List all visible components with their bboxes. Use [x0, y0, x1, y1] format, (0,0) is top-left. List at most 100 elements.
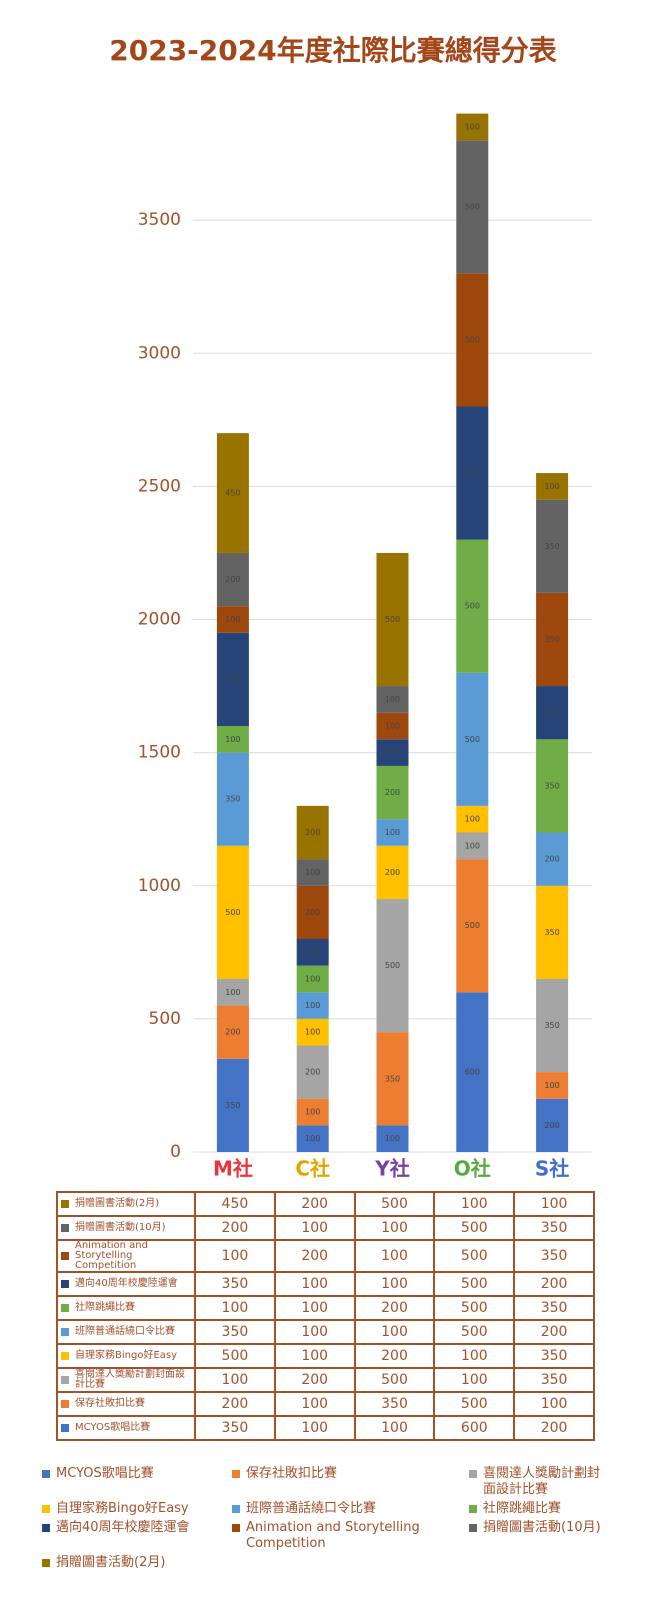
table-cell: 100 — [433, 1191, 516, 1217]
bar-segment — [376, 765, 409, 820]
table-cell: 200 — [513, 1415, 595, 1441]
legend-label: 社際跳繩比賽 — [483, 1501, 562, 1516]
legend-item: 班際普通話繞口令比賽 — [232, 1501, 469, 1517]
table-cell: 500 — [433, 1391, 516, 1417]
table-cell: 450 — [194, 1191, 276, 1217]
table-cell: 500 — [353, 1367, 436, 1393]
data-label: 500 — [465, 602, 480, 611]
row-header: MCYOS歌唱比賽 — [56, 1415, 196, 1441]
data-label: 100 — [385, 722, 400, 731]
bar-segment — [456, 140, 489, 274]
y-tick-label: 1500 — [138, 743, 181, 763]
bar-segment — [296, 965, 329, 993]
bar-segment — [376, 739, 409, 766]
data-label: 100 — [465, 815, 480, 824]
table-cell: 500 — [433, 1239, 516, 1273]
data-label: 350 — [544, 781, 559, 790]
legend-item: 邁向40周年校慶陸運會 — [42, 1520, 232, 1552]
data-label: 500 — [465, 921, 480, 930]
table-cell: 600 — [433, 1415, 516, 1441]
row-header: 邁向40周年校慶陸運會 — [56, 1271, 196, 1297]
bar-segment — [536, 686, 569, 740]
table-row: Animation and Storytelling Competition 10… — [56, 1239, 595, 1273]
y-tick-label: 1000 — [138, 876, 181, 896]
legend-item: 自理家務Bingo好Easy — [42, 1501, 232, 1517]
row-header: 喜閱達人獎勵計劃封面設計比賽 — [56, 1367, 196, 1393]
data-label: 100 — [544, 482, 559, 491]
bar-segment — [216, 606, 249, 633]
table-cell: 100 — [353, 1319, 436, 1345]
bar-segment — [536, 499, 569, 593]
table-cell: 200 — [273, 1191, 356, 1217]
data-label: 200 — [544, 855, 559, 864]
data-label: 350 — [544, 1021, 559, 1030]
table-cell: 100 — [273, 1295, 356, 1321]
data-label: 100 — [305, 1028, 320, 1037]
table-cell: 100 — [273, 1215, 356, 1241]
data-label: 450 — [225, 489, 240, 498]
bar-segment — [296, 939, 329, 966]
bar-segment — [456, 273, 489, 407]
bar-segment — [376, 552, 409, 687]
table-cell: 350 — [194, 1415, 276, 1441]
table-cell: 350 — [513, 1239, 595, 1273]
table-cell: 200 — [353, 1343, 436, 1369]
bar-segment — [376, 899, 409, 1033]
row-header: 保存社敗扣比賽 — [56, 1391, 196, 1417]
row-label: Animation and Storytelling Competition — [75, 1240, 148, 1271]
swatch — [61, 1279, 69, 1288]
table-row: 喜閱達人獎勵計劃封面設計比賽 100 200 500 100 350 — [56, 1367, 595, 1393]
bar-segment — [216, 433, 249, 553]
bar-segment — [456, 859, 489, 993]
data-label: 350 — [544, 542, 559, 551]
data-label: 500 — [465, 202, 480, 211]
legend-item: 社際跳繩比賽 — [469, 1501, 639, 1517]
bar-segment — [376, 845, 409, 900]
bar-segment — [216, 1005, 249, 1059]
swatch — [61, 1303, 69, 1312]
data-label: 100 — [305, 974, 320, 983]
data-label: 200 — [305, 1068, 320, 1077]
table-cell: 200 — [513, 1271, 595, 1297]
bar-segment — [376, 712, 409, 740]
table-row: 邁向40周年校慶陸運會 350 100 100 500 200 — [56, 1271, 595, 1297]
table-row: 社際跳繩比賽 100 100 200 500 350 — [56, 1295, 595, 1321]
bar-segment — [296, 992, 329, 1019]
data-label: 500 — [385, 615, 400, 624]
swatch — [61, 1399, 69, 1408]
table-cell: 100 — [433, 1343, 516, 1369]
bar-segment — [536, 832, 569, 886]
bar-segment — [216, 632, 249, 726]
bar-segment — [456, 672, 489, 806]
data-label: 100 — [385, 748, 400, 757]
bar-segment — [536, 1072, 569, 1099]
row-header: 班際普通話繞口令比賽 — [56, 1319, 196, 1345]
table-cell: 350 — [353, 1391, 436, 1417]
table-cell: 500 — [433, 1215, 516, 1241]
data-label: 100 — [544, 1081, 559, 1090]
data-table: 捐贈圖書活動(2月) 450 200 500 100 100 捐贈圖書活動(10月) 200 1… — [56, 1191, 595, 1441]
legend-item: 捐贈圖書活動(10月) — [469, 1520, 639, 1552]
swatch — [61, 1376, 69, 1384]
data-label: 100 — [305, 1134, 320, 1143]
table-cell: 100 — [513, 1391, 595, 1417]
chart: 2023-2024年度社際比賽總得分表 0 500 1000 1500 2000 2500… — [109, 34, 592, 1181]
table-cell: 100 — [273, 1343, 356, 1369]
data-label: 100 — [465, 841, 480, 850]
swatch — [61, 1223, 69, 1232]
table-cell: 200 — [353, 1295, 436, 1321]
swatch — [61, 1252, 69, 1260]
table-cell: 100 — [433, 1367, 516, 1393]
data-label: 100 — [385, 1134, 400, 1143]
bar-segment — [296, 885, 329, 939]
legend-item: 喜閱達人獎勵計劃封面設計比賽 — [469, 1466, 639, 1498]
table-cell: 100 — [194, 1239, 276, 1273]
table-row: 捐贈圖書活動(2月) 450 200 500 100 100 — [56, 1191, 595, 1217]
y-tick-label: 2500 — [138, 476, 181, 496]
bar-segment — [456, 113, 489, 141]
x-tick-label: M社 — [213, 1157, 253, 1181]
table-row: MCYOS歌唱比賽 350 100 100 600 200 — [56, 1415, 595, 1441]
table-cell: 100 — [194, 1367, 276, 1393]
data-label: 200 — [225, 1028, 240, 1037]
data-label: 350 — [385, 1074, 400, 1083]
